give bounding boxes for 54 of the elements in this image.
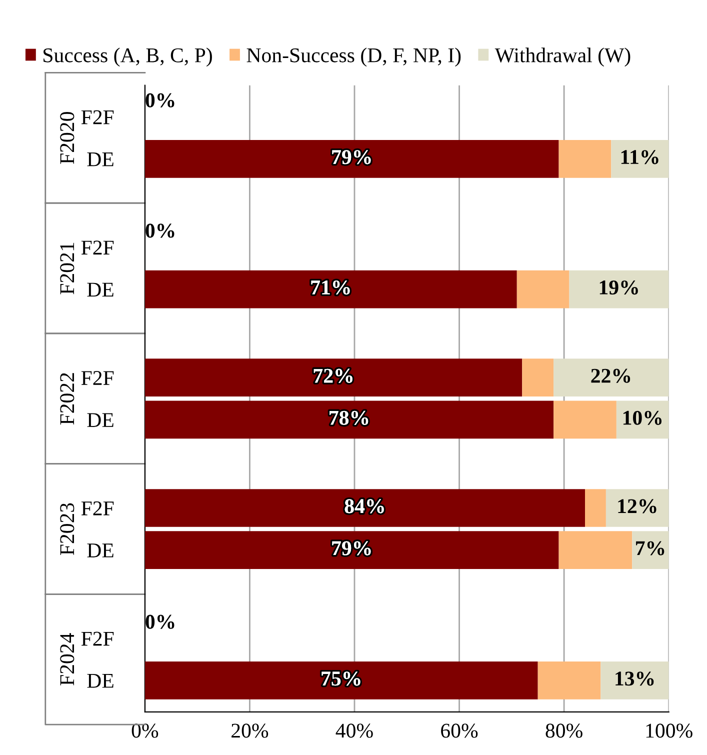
data-label: 22% (591, 368, 630, 383)
bar (611, 140, 669, 178)
bar (144, 531, 559, 569)
bar (144, 400, 554, 439)
data-label: 79% (332, 150, 371, 164)
text: F2021 (60, 242, 74, 294)
data-label: 11% (621, 150, 658, 164)
data-label: 79% (332, 541, 371, 556)
bar (554, 400, 616, 439)
y-tick-label: DE (87, 413, 114, 427)
x-tick-label: 80% (546, 724, 582, 738)
y-tick-label: DE (87, 674, 114, 688)
y-tick-label: F2F (81, 240, 114, 254)
y-tick-label: F2F (81, 632, 114, 646)
data-label: 13% (616, 672, 654, 686)
bar (144, 140, 559, 178)
data-label: 10% (623, 410, 662, 425)
text: F2024 (60, 633, 74, 686)
legend-label: Withdrawal (W) (494, 48, 630, 67)
text: F2020 (60, 112, 74, 164)
data-label: 78% (330, 410, 368, 425)
text: F2023 (60, 503, 74, 556)
y-tick-label: F2F (81, 110, 114, 124)
bar (569, 270, 669, 308)
text: F2022 (60, 373, 74, 425)
bar (558, 140, 612, 178)
y-tick-label: DE (87, 152, 114, 166)
data-label: 0% (146, 224, 174, 238)
data-label: 7% (636, 541, 664, 556)
legend-label: Non-Success (D, F, NP, I) (246, 48, 461, 67)
data-label: 0% (146, 614, 174, 629)
data-label: 72% (314, 368, 352, 383)
y-tick-label: F2F (81, 501, 114, 516)
data-label: 0% (146, 93, 174, 108)
x-tick-label: 40% (336, 724, 373, 738)
bar (144, 661, 538, 700)
bar (144, 270, 517, 308)
data-label: 75% (322, 672, 360, 686)
x-tick-label: 20% (232, 724, 268, 738)
y-tick-label: DE (87, 544, 114, 558)
bar (600, 661, 669, 700)
bar (538, 661, 601, 700)
data-label: 12% (618, 499, 656, 514)
bar (516, 270, 570, 308)
data-label: 19% (600, 280, 638, 295)
bar (632, 531, 669, 569)
y-tick-label: F2F (81, 371, 114, 385)
x-tick-label: 100% (646, 724, 692, 738)
y-tick-label: DE (87, 282, 114, 297)
x-tick-label: 60% (441, 724, 478, 738)
data-label: 84% (344, 499, 384, 514)
data-label: 71% (311, 280, 350, 295)
bar (558, 531, 632, 569)
legend-label: Success (A, B, C, P) (44, 48, 212, 67)
